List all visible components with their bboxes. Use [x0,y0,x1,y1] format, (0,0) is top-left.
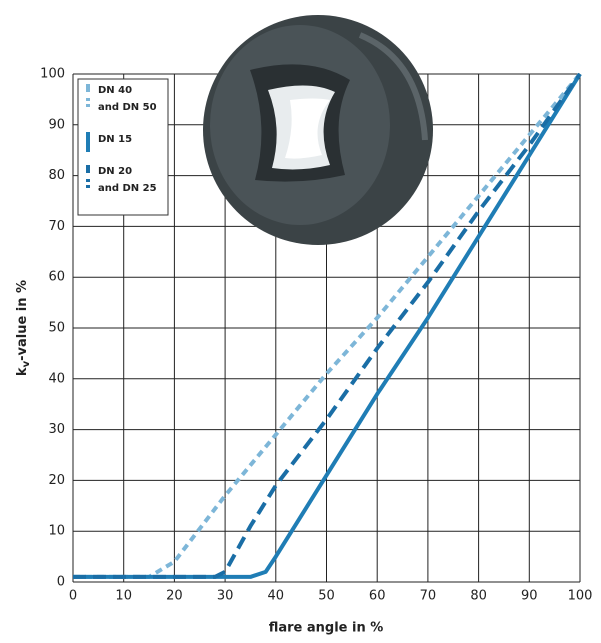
x-tick-label: 0 [69,589,77,604]
y-tick-label: 100 [40,67,65,82]
y-tick-label: 30 [48,422,65,437]
x-tick-label: 50 [318,589,335,604]
x-tick-label: 70 [420,589,437,604]
y-axis-label: kv-value in % [15,280,33,376]
y-tick-label: 20 [48,473,65,488]
data-line [73,72,582,579]
data-line [73,72,582,579]
legend-label: DN 40 [98,85,132,96]
legend-label: and DN 25 [98,183,157,194]
y-label-part: k [15,367,30,376]
y-tick-label: 50 [48,321,65,336]
y-label-sub: v [21,360,32,367]
ball-image [203,15,433,245]
x-axis-label: flare angle in % [269,621,384,636]
legend-marker [86,165,90,173]
x-tick-label: 60 [369,589,386,604]
legend-box [77,78,169,216]
y-tick-label: 70 [48,219,65,234]
legend-marker [86,132,90,152]
y-tick-label: 80 [48,168,65,183]
x-tick-label: 100 [568,589,593,604]
x-tick-label: 20 [166,589,183,604]
x-tick-label: 10 [115,589,132,604]
y-tick-label: 0 [57,575,65,590]
y-tick-label: 10 [48,524,65,539]
y-tick-label: 40 [48,371,65,386]
legend-label: and DN 50 [98,102,157,113]
x-tick-label: 40 [268,589,285,604]
y-label-part: -value in % [15,280,30,361]
x-tick-label: 80 [470,589,487,604]
y-tick-label: 90 [48,117,65,132]
legend-label: DN 20 [98,166,132,177]
y-tick-label: 60 [48,270,65,285]
legend-marker [86,84,90,92]
x-tick-label: 30 [217,589,234,604]
x-tick-label: 90 [521,589,538,604]
legend-label: DN 15 [98,134,132,145]
